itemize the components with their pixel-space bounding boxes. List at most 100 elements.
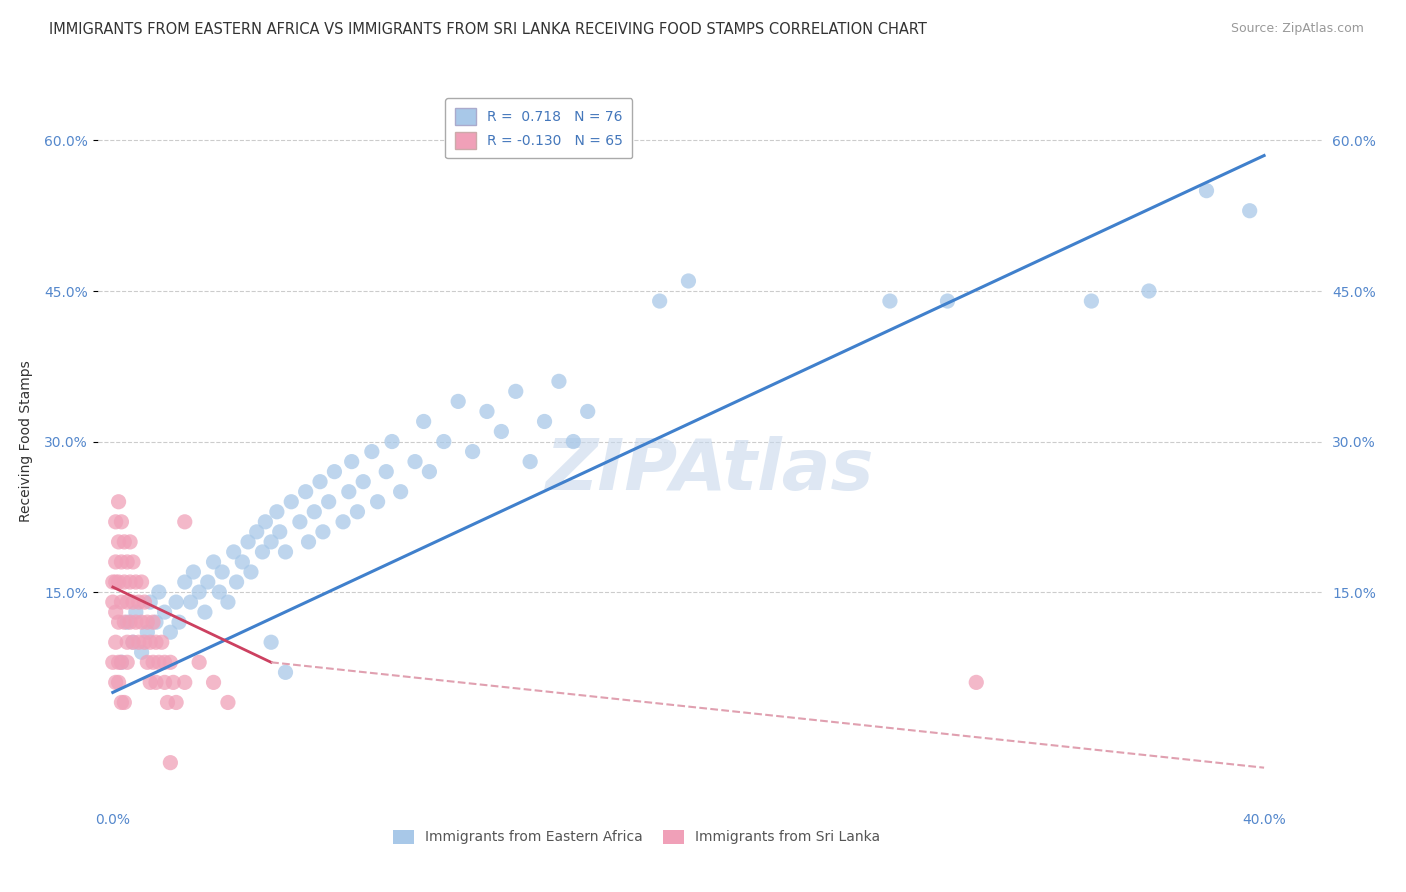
Point [433,434,456,449]
Point [266,505,288,519]
Point [879,293,901,308]
Point [231,555,253,569]
Point [153,605,176,619]
Point [115,635,138,649]
Point [125,605,148,619]
Point [107,574,129,589]
Point [447,394,470,409]
Point [1195,184,1218,198]
Point [104,675,127,690]
Point [576,404,599,418]
Point [112,696,135,710]
Point [122,635,145,649]
Point [236,534,259,549]
Point [110,595,132,609]
Point [159,625,181,640]
Point [159,756,181,770]
Point [110,555,132,569]
Point [340,454,363,469]
Point [309,475,332,489]
Point [115,555,138,569]
Point [1080,293,1102,308]
Point [148,655,170,669]
Point [107,655,129,669]
Point [180,595,202,609]
Point [110,515,132,529]
Point [136,625,159,640]
Point [128,635,150,649]
Point [194,605,217,619]
Point [110,655,132,669]
Point [131,615,153,630]
Point [128,595,150,609]
Point [491,425,513,439]
Point [202,555,225,569]
Point [312,524,335,539]
Point [183,565,205,579]
Point [167,615,190,630]
Point [217,595,239,609]
Point [136,615,159,630]
Point [159,655,181,669]
Point [104,605,127,619]
Point [134,635,156,649]
Point [211,565,233,579]
Point [110,696,132,710]
Point [145,675,167,690]
Point [122,555,145,569]
Point [352,475,374,489]
Text: ZIPAtlas: ZIPAtlas [546,436,875,505]
Point [202,675,225,690]
Point [678,274,700,288]
Point [104,515,127,529]
Point [274,545,297,559]
Point [318,494,340,508]
Point [337,484,360,499]
Text: Source: ZipAtlas.com: Source: ZipAtlas.com [1230,22,1364,36]
Point [136,655,159,669]
Point [418,465,440,479]
Point [323,465,346,479]
Point [239,565,262,579]
Point [936,293,959,308]
Legend: Immigrants from Eastern Africa, Immigrants from Sri Lanka: Immigrants from Eastern Africa, Immigran… [387,824,886,850]
Point [110,655,132,669]
Point [107,615,129,630]
Point [367,494,389,508]
Point [139,595,162,609]
Point [131,574,153,589]
Point [125,615,148,630]
Point [246,524,269,539]
Point [134,595,156,609]
Point [505,384,527,399]
Point [173,675,195,690]
Point [375,465,398,479]
Point [145,635,167,649]
Point [188,655,211,669]
Point [142,615,165,630]
Point [197,574,219,589]
Point [115,595,138,609]
Point [153,655,176,669]
Point [104,635,127,649]
Point [173,515,195,529]
Point [217,696,239,710]
Point [165,696,187,710]
Point [346,505,368,519]
Point [139,675,162,690]
Point [252,545,274,559]
Point [280,494,302,508]
Point [269,524,291,539]
Point [150,635,173,649]
Point [162,675,184,690]
Point [360,444,382,458]
Point [115,615,138,630]
Point [122,635,145,649]
Point [562,434,585,449]
Point [145,615,167,630]
Point [389,484,412,499]
Point [120,534,142,549]
Point [107,675,129,690]
Point [533,414,555,428]
Point [125,574,148,589]
